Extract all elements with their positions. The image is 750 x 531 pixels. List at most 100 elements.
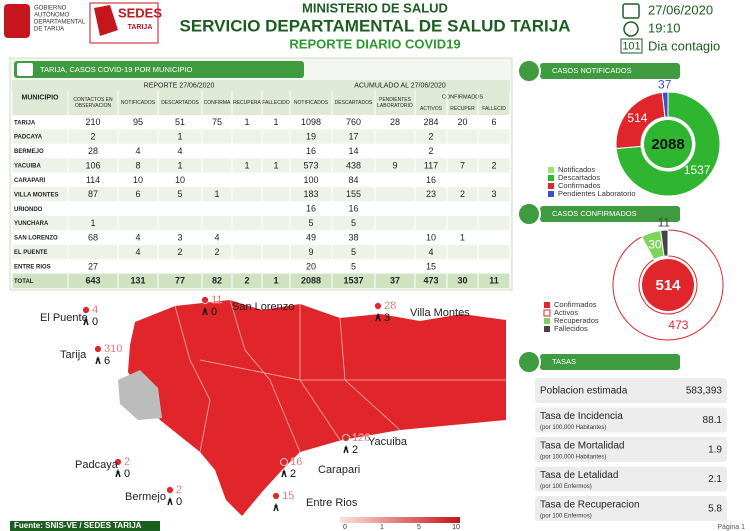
segment-label: 30 [648,237,662,251]
table-icon [17,63,33,76]
day-label: Dia contagio [648,38,720,53]
legend-label: Descartados [558,173,600,182]
cell: 2 [491,160,496,170]
ribbon-icon [273,502,279,512]
row-name: SAN LORENZO [14,236,58,242]
legend-label: Notificados [558,165,595,174]
group-header: REPORTE 27/06/2020 [144,82,215,89]
column-header: ACTIVOS [420,106,443,112]
rate-note: (por 100 Enfermos) [540,484,592,490]
report: REPORTE DIARIO COVID19 [289,36,460,51]
rate-value: 583,393 [686,386,723,397]
legend-label: Recuperados [554,316,599,325]
cell: 3 [177,232,182,242]
cell: 51 [175,117,185,127]
logo-line: DE TARIJA [34,27,64,33]
map-gray-area [118,370,162,420]
row-name: YACUIBA [14,164,41,170]
marker-deaths: 3 [384,312,390,324]
cell: 20 [306,261,316,271]
segment-label: 11 [658,215,671,229]
legend-label: Confirmados [554,300,597,309]
cell: 643 [85,276,100,286]
time: 19:10 [648,20,681,35]
row-name: PADCAYA [14,135,43,141]
row-bg [12,259,510,274]
marker-name: Bermejo [125,491,166,503]
legend-label: Fallecidos [554,324,588,333]
donut-total: 514 [655,277,681,294]
shield [4,4,30,38]
column-header: NOTIFICADOS [294,100,329,106]
cell: 4 [177,146,182,156]
cell: 14 [348,146,358,156]
marker-deaths: 0 [92,316,98,328]
rate-value: 2.1 [708,474,722,485]
ribbon-icon [95,355,101,365]
ribbon-icon [167,496,173,506]
row-bg [12,172,510,188]
donut-core [642,259,694,311]
row-name: BERMEJO [14,149,44,155]
service: SERVICIO DEPARTAMENTAL DE SALUD TARIJA [179,16,570,35]
cell: 4 [214,232,219,242]
rate-note: (por 100.000 Habitantes) [540,425,606,431]
row-bg [12,158,510,173]
cell: 49 [306,232,316,242]
sedes: SEDES [118,5,162,20]
ministry: MINISTERIO DE SALUD [302,0,448,15]
cell: 6 [491,117,496,127]
donut-segment [661,91,669,118]
cell: 2 [214,247,219,257]
row-bg [12,230,510,245]
cell: 84 [348,175,358,185]
table-title: TARIJA, CASOS COVID-19 POR MUNICIPIO [40,65,193,74]
cell: 2 [177,247,182,257]
legend-swatch [548,175,554,181]
scale-label: 5 [417,524,421,531]
virus-icon [82,306,90,314]
ribbon-icon [202,306,208,316]
map-shape [128,300,506,516]
cell: 117 [424,160,438,170]
ribbon-icon [343,444,349,454]
cell: 183 [303,189,318,199]
marker-cases: 310 [104,343,122,355]
rate-name: Tasa de Letalidad [540,470,618,481]
scale-label: 1 [380,524,384,531]
logo-line: GOBIERNO [34,6,67,12]
scale-label: 10 [452,524,460,531]
cell: 87 [88,189,98,199]
footer-band [10,521,160,531]
segment-label: 1537 [684,163,711,177]
row-name: EL PUENTE [14,250,48,256]
scale-label: 0 [343,524,347,531]
marker-cases: 2 [124,456,130,468]
cell: 131 [130,276,145,286]
cell: 5 [351,247,356,257]
legend-swatch [543,309,551,317]
virus-icon [374,302,382,310]
cell: 5 [177,189,182,199]
row-bg [12,143,510,159]
cell: 1 [244,160,249,170]
cell: 5 [351,218,356,228]
cell: 473 [423,276,438,286]
marker-deaths: 6 [104,355,110,367]
group-header: ACUMULADO AL 27/06/2020 [354,82,446,89]
rate-row [535,407,727,433]
cell: 1 [90,218,95,228]
rates-icon [517,350,541,374]
rate-note: (por 100 Enfermos) [540,514,592,520]
row-name: ENTRE RIOS [14,264,51,270]
cell: 155 [346,189,361,199]
cell: 4 [428,247,433,257]
legend-label: Confirmados [558,181,601,190]
cell: 2 [428,146,433,156]
legend-swatch [548,167,554,173]
cell: 1 [244,117,249,127]
legend-swatch [544,302,550,308]
virus-icon [201,296,209,304]
marker-name: Entre Rios [306,497,358,509]
